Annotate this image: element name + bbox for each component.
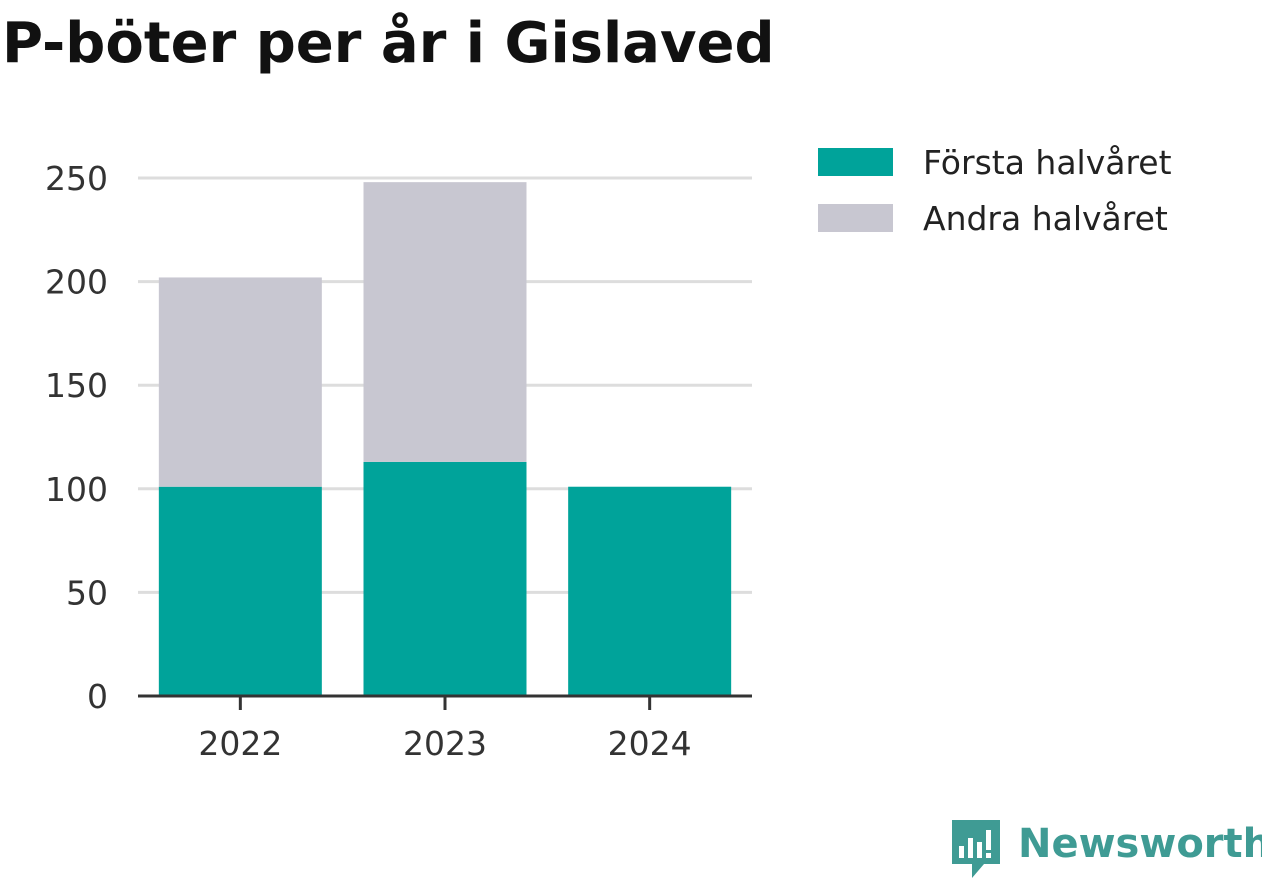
- legend-label: Andra halvåret: [923, 199, 1168, 238]
- bar-2024-series-0: [568, 486, 732, 696]
- y-tick-label: 150: [45, 366, 108, 405]
- axes: 0 50 100 150 200 250 2022 2023 2024: [45, 159, 752, 763]
- chart-title: P-böter per år i Gislaved: [2, 11, 775, 76]
- bar-2022-series-0: [158, 486, 322, 696]
- newsworthy-logo-icon: [952, 820, 1000, 878]
- legend: Första halvåret Andra halvåret: [818, 143, 1172, 238]
- bar-2023-series-1: [363, 182, 527, 462]
- bar-2022-series-1: [158, 277, 322, 487]
- bar-2023-series-0: [363, 461, 527, 696]
- y-tick-label: 250: [45, 159, 108, 198]
- legend-label: Första halvåret: [923, 143, 1172, 182]
- x-tick-label: 2023: [403, 724, 487, 763]
- y-tick-label: 0: [87, 677, 108, 716]
- legend-swatch: [818, 148, 893, 176]
- x-tick-label: 2022: [198, 724, 282, 763]
- y-tick-label: 50: [66, 573, 108, 612]
- legend-swatch: [818, 204, 893, 232]
- brand-name: Newsworthy: [1018, 821, 1262, 867]
- y-tick-label: 200: [45, 263, 108, 302]
- newsworthy-logo: Newsworthy: [950, 818, 1262, 882]
- x-tick-label: 2024: [608, 724, 692, 763]
- bars: [158, 182, 732, 696]
- y-tick-label: 100: [45, 470, 108, 509]
